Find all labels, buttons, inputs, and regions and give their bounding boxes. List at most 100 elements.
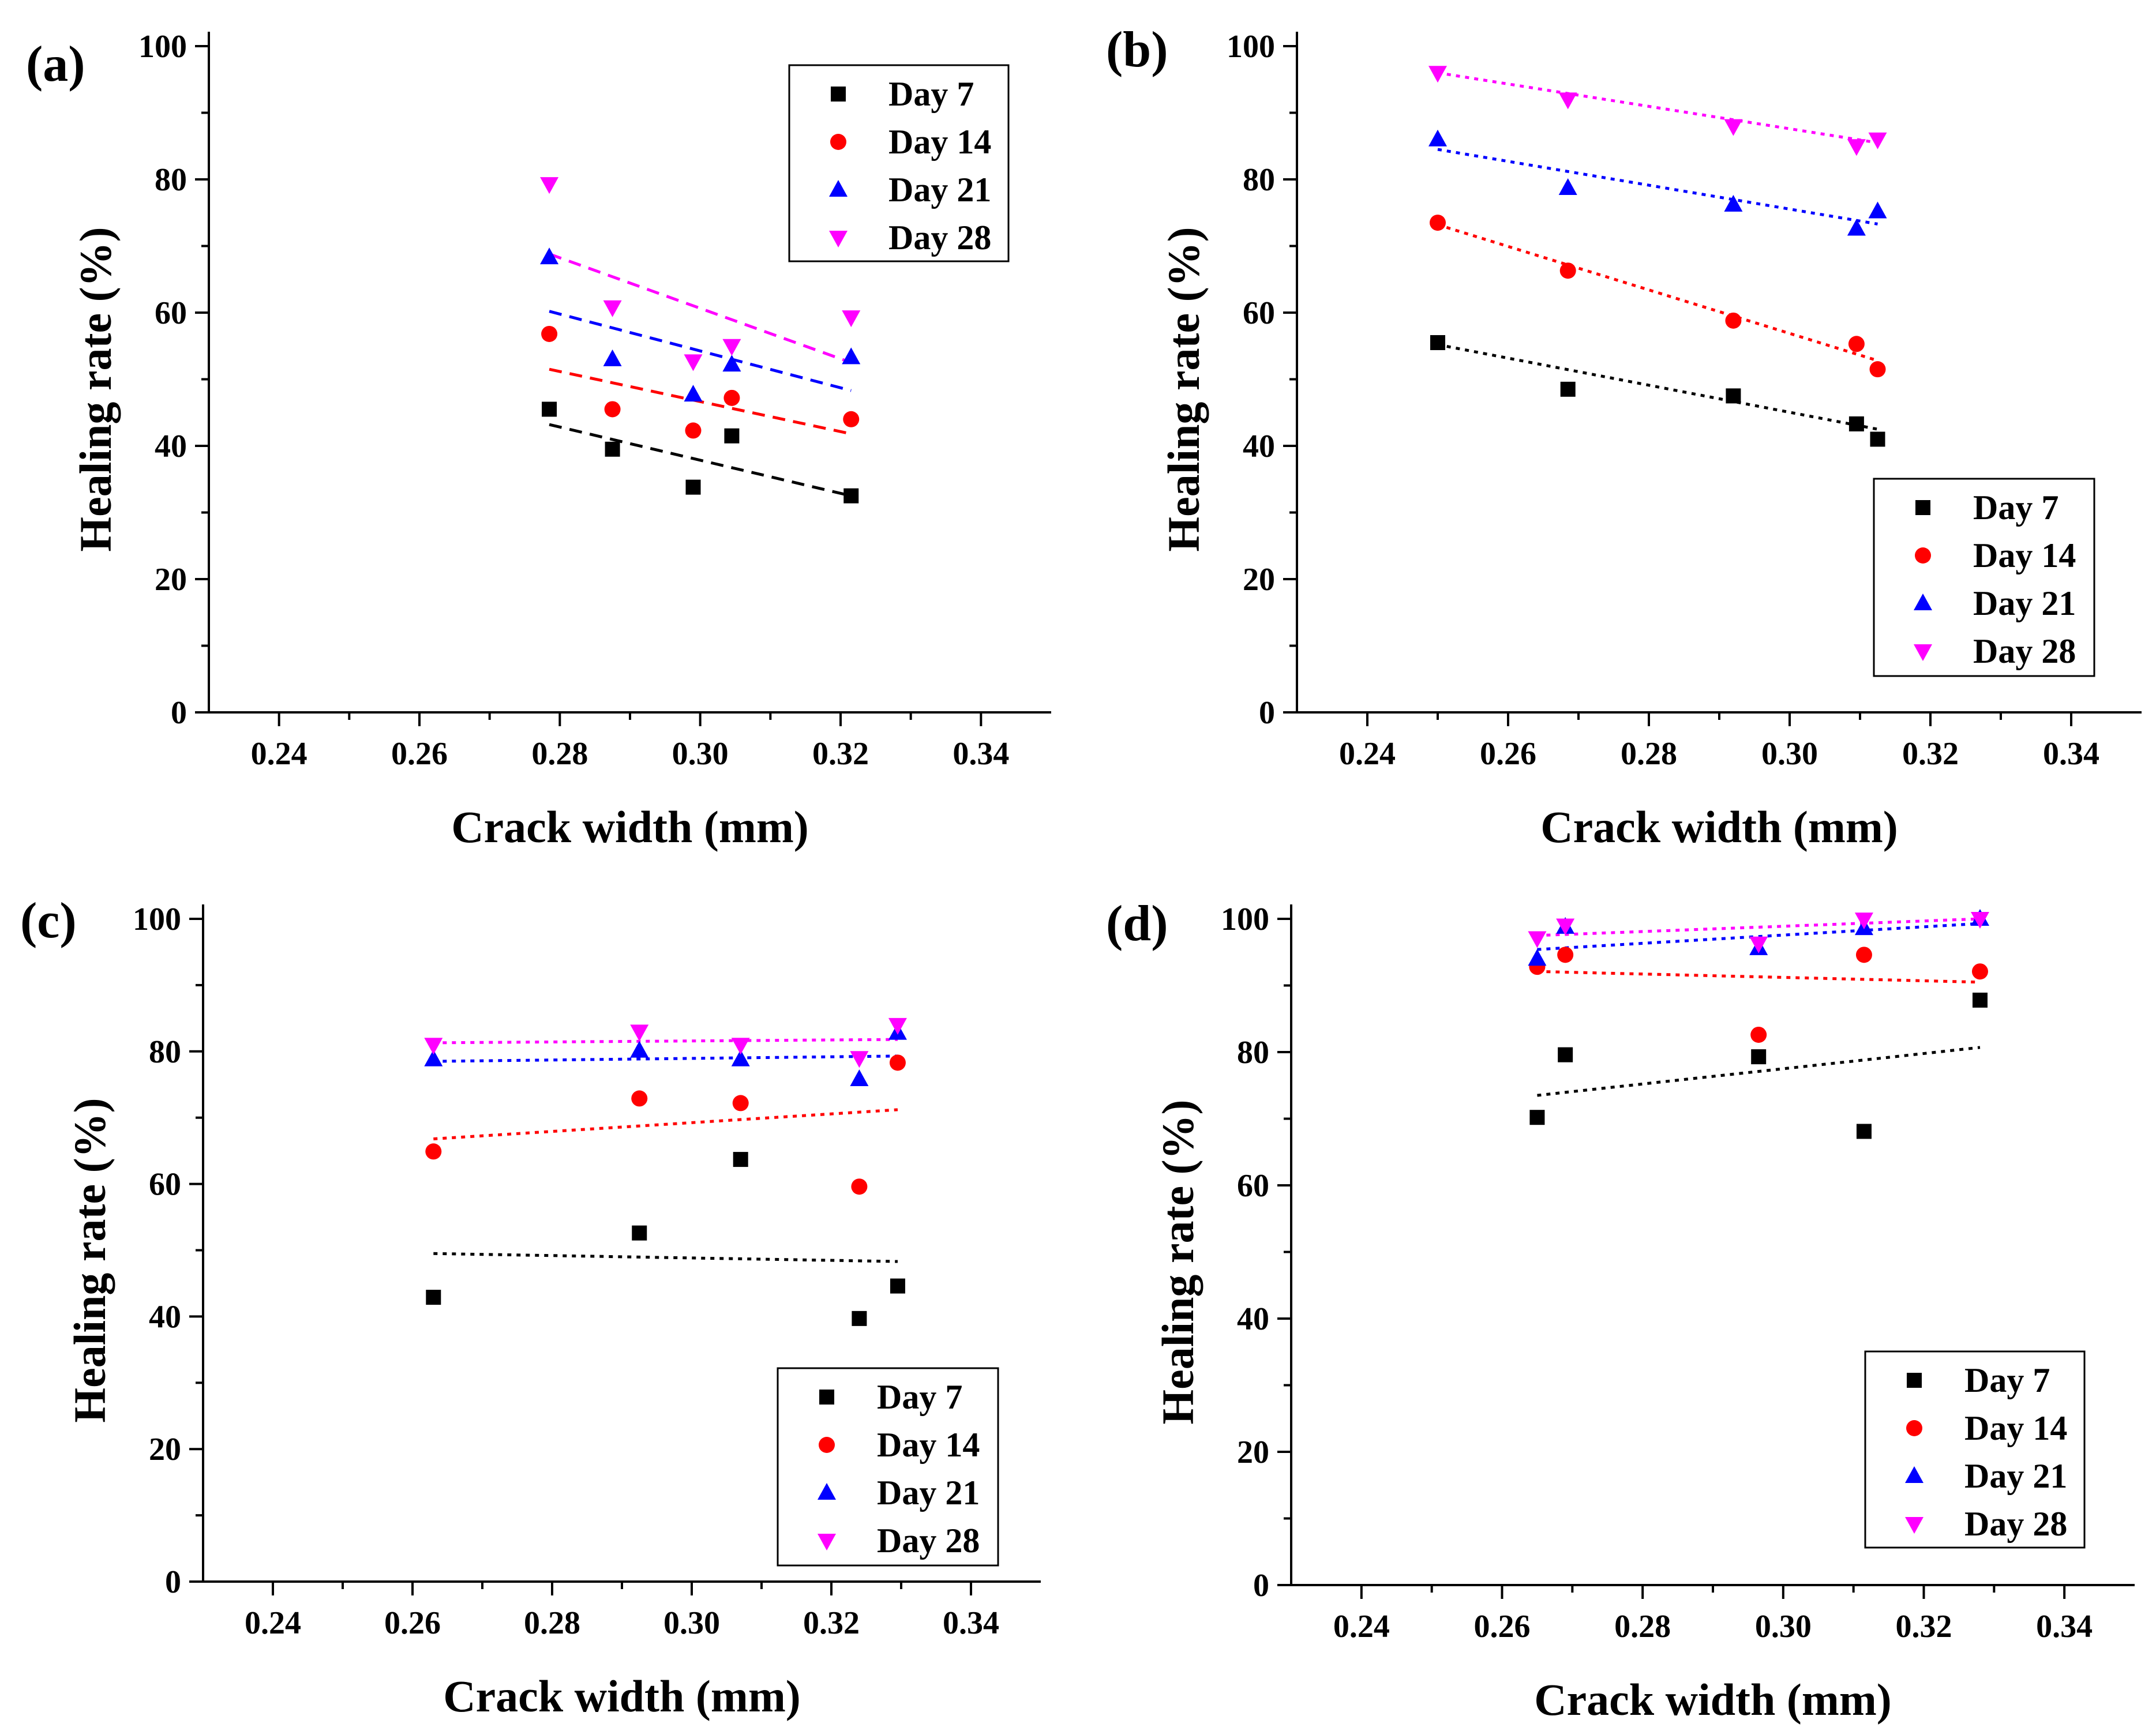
legend-marker	[1907, 1373, 1922, 1388]
legend-label: Day 28	[1973, 632, 2076, 670]
legend-marker	[829, 231, 848, 247]
data-point	[1724, 194, 1743, 212]
x-tick-label: 0.24	[1339, 736, 1396, 772]
data-point	[850, 1051, 869, 1068]
x-tick-label: 0.28	[524, 1605, 580, 1641]
legend-box	[1864, 1350, 2086, 1549]
legend-marker	[1915, 500, 1930, 515]
legend-label: Day 7	[877, 1378, 962, 1416]
data-point	[684, 354, 703, 371]
legend-box	[788, 64, 1010, 262]
y-tick-label: 100	[138, 29, 187, 65]
legend: Day 7 Day 14 Day 21 Day 28	[777, 1367, 999, 1567]
data-point	[723, 389, 740, 406]
x-tick-label: 0.32	[1896, 1609, 1952, 1644]
legend-label: Day 7	[1973, 489, 2058, 527]
data-point	[1749, 936, 1768, 953]
trend-line-day-21	[433, 1054, 898, 1063]
data-point	[732, 1095, 749, 1112]
x-tick-label: 0.30	[663, 1605, 720, 1641]
series-day-14	[425, 1054, 906, 1195]
data-point	[540, 177, 559, 194]
y-tick-label: 20	[155, 562, 187, 598]
data-point	[842, 347, 861, 365]
x-tick-label: 0.28	[531, 736, 588, 772]
x-tick-label: 0.34	[943, 1605, 999, 1641]
x-tick-label: 0.26	[384, 1605, 441, 1641]
legend: Day 7 Day 14 Day 21 Day 28	[788, 64, 1010, 262]
x-tick-label: 0.34	[2043, 736, 2099, 772]
data-point	[603, 349, 622, 366]
trend-line-day-14	[433, 1108, 898, 1140]
trend-line-day-14	[549, 367, 852, 435]
data-point	[722, 339, 741, 356]
series-day-28	[540, 177, 861, 371]
x-tick-label: 0.32	[803, 1605, 860, 1641]
data-point	[1558, 92, 1577, 110]
y-tick-label: 100	[133, 902, 181, 937]
y-tick-label: 20	[1237, 1435, 1269, 1470]
trend-line-day-28	[1537, 917, 1981, 937]
legend-label: Day 14	[877, 1426, 980, 1464]
series-day-21	[540, 247, 861, 402]
data-point	[1848, 336, 1865, 352]
trend-line-day-14	[1437, 223, 1878, 362]
data-point	[1724, 119, 1743, 136]
legend: Day 7 Day 14 Day 21 Day 28	[1864, 1350, 2086, 1549]
series-day-21	[1428, 129, 1887, 236]
legend-label: Day 14	[1973, 536, 2076, 575]
data-point	[852, 1311, 867, 1326]
x-tick-label: 0.28	[1614, 1609, 1671, 1644]
data-point	[541, 325, 558, 342]
panel-label: (b)	[1106, 22, 1168, 78]
data-point	[1529, 1110, 1545, 1125]
data-point	[1870, 431, 1885, 447]
legend-marker	[818, 1483, 836, 1500]
data-point	[1751, 1049, 1767, 1065]
data-point	[1558, 1047, 1573, 1062]
data-point	[731, 1049, 750, 1067]
data-point	[1528, 931, 1547, 948]
legend-marker	[1906, 1420, 1922, 1436]
legend-label: Day 28	[1964, 1505, 2067, 1543]
y-tick-label: 40	[149, 1299, 181, 1335]
panel-label: (d)	[1106, 896, 1168, 952]
data-point	[843, 488, 859, 504]
trend-line-day-7	[1537, 1046, 1981, 1097]
y-tick-label: 60	[1243, 295, 1275, 331]
data-point	[890, 1278, 905, 1294]
y-tick-label: 20	[1243, 562, 1275, 598]
legend-box	[777, 1367, 999, 1567]
y-tick-label: 0	[1253, 1568, 1269, 1604]
y-tick-label: 40	[1237, 1301, 1269, 1337]
trend-line-day-7	[433, 1252, 898, 1263]
data-point	[1430, 335, 1445, 350]
x-tick-label: 0.24	[245, 1605, 301, 1641]
y-tick-label: 60	[1237, 1168, 1269, 1204]
y-tick-label: 60	[149, 1167, 181, 1203]
chart-panel-d: (d) 0.24 0.26 0.28 0.30 0.32 0.34 0 20 40 60 80 100 C…	[1106, 896, 2135, 1725]
legend-marker	[819, 1437, 835, 1453]
x-tick-label: 0.26	[1480, 736, 1536, 772]
data-point	[722, 355, 741, 372]
legend-label: Day 14	[888, 123, 991, 161]
y-tick-label: 80	[149, 1034, 181, 1070]
data-point	[1559, 262, 1576, 279]
series-day-28	[1428, 66, 1887, 156]
series-day-7	[1529, 992, 1988, 1139]
series-day-7	[542, 401, 859, 504]
x-axis-label: Crack width (mm)	[451, 802, 809, 852]
y-tick-label: 80	[1237, 1035, 1269, 1071]
data-point	[1558, 178, 1577, 196]
x-tick-label: 0.32	[812, 736, 869, 772]
legend-marker	[1905, 1466, 1923, 1483]
legend-label: Day 21	[888, 171, 991, 209]
y-axis-label: Healing rate (%)	[1153, 1099, 1203, 1424]
data-point	[724, 428, 740, 444]
series-day-21	[424, 1023, 907, 1087]
series-day-14	[541, 325, 860, 439]
legend-label: Day 14	[1964, 1409, 2067, 1447]
data-point	[888, 1017, 907, 1035]
data-point	[685, 479, 701, 495]
data-point	[424, 1038, 443, 1055]
